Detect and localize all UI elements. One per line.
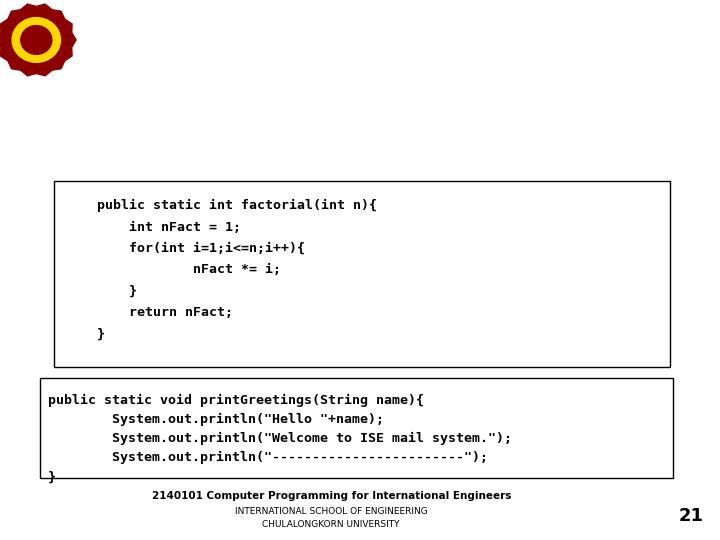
Text: examples of method definition (2): examples of method definition (2)	[97, 23, 715, 57]
FancyBboxPatch shape	[54, 181, 670, 367]
FancyBboxPatch shape	[40, 378, 673, 478]
Text: for(int i=1;i<=n;i++){: for(int i=1;i<=n;i++){	[65, 242, 305, 255]
Circle shape	[21, 25, 52, 55]
Text: Department of Computer Engineering: Department of Computer Engineering	[524, 2, 709, 12]
Text: System.out.println("Welcome to ISE mail system.");: System.out.println("Welcome to ISE mail …	[48, 432, 512, 445]
Text: INTERNATIONAL SCHOOL OF ENGINEERING: INTERNATIONAL SCHOOL OF ENGINEERING	[235, 507, 428, 516]
Polygon shape	[0, 4, 76, 76]
Text: CHULALONGKORN UNIVERSITY: CHULALONGKORN UNIVERSITY	[263, 520, 400, 529]
Text: System.out.println("Hello "+name);: System.out.println("Hello "+name);	[48, 413, 384, 426]
Text: System.out.println("------------------------");: System.out.println("--------------------…	[48, 451, 488, 464]
Text: 21: 21	[679, 507, 703, 525]
Text: int nFact = 1;: int nFact = 1;	[65, 220, 240, 234]
Text: }: }	[65, 328, 105, 341]
Text: 2140101 Computer Programming for International Engineers: 2140101 Computer Programming for Interna…	[151, 491, 511, 501]
Text: public static void printGreetings(String name){: public static void printGreetings(String…	[48, 394, 424, 407]
Text: }: }	[48, 470, 56, 483]
Text: nFact *= i;: nFact *= i;	[65, 264, 281, 276]
Circle shape	[12, 18, 60, 62]
Text: }: }	[65, 285, 137, 298]
Text: return nFact;: return nFact;	[65, 306, 233, 319]
Text: public static int factorial(int n){: public static int factorial(int n){	[65, 199, 377, 212]
